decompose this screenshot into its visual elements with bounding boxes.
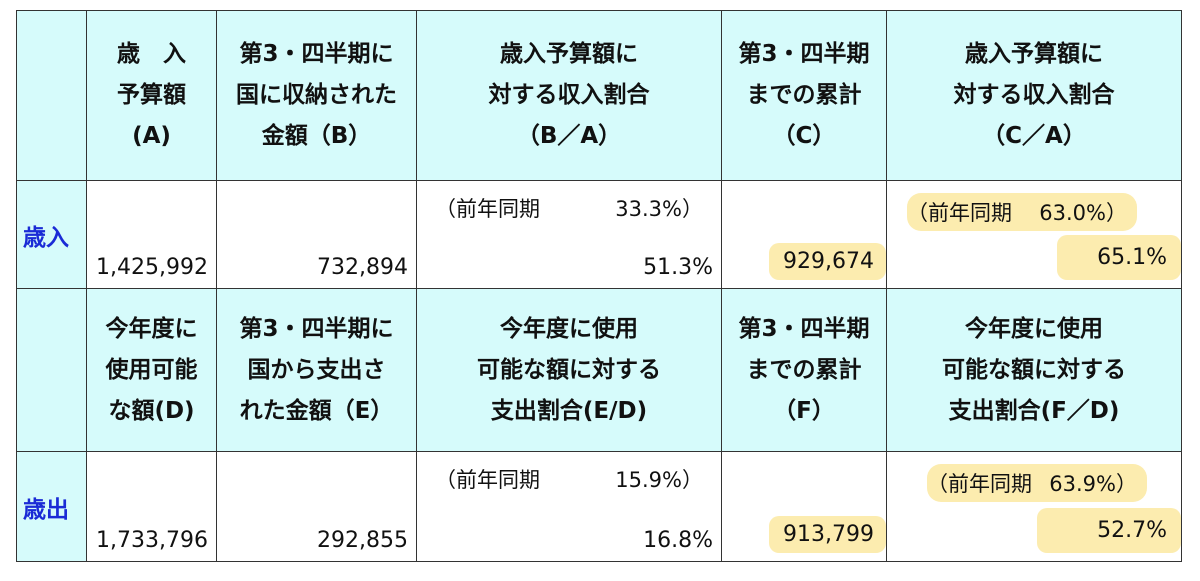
header-q3-paid-e: 第3・四半期に 国から支出さ れた金額（E） [216, 288, 417, 452]
header-expenditure-ratio-ed: 今年度に使用 可能な額に対する 支出割合(E/D) [416, 288, 722, 452]
header-q3-cumulative-f: 第3・四半期 までの累計 （F） [721, 288, 887, 452]
prev-year-note: （前年同期 33.3%） [435, 197, 703, 221]
row-label-expenditure: 歳出 [16, 451, 87, 562]
expenditure-ratio-fd: （前年同期 63.9%） 52.7% [886, 451, 1182, 562]
header-available-d: 今年度に 使用可能 な額(D) [86, 288, 217, 452]
corner-cell-2 [16, 288, 87, 452]
header-revenue-ratio-ca: 歳入予算額に 対する収入割合 （C／A） [886, 10, 1182, 181]
header-q3-cumulative-c: 第3・四半期 までの累計 （C） [721, 10, 887, 181]
row-label-revenue: 歳入 [16, 180, 87, 289]
header-q3-received: 第3・四半期に 国に収納された 金額（B） [216, 10, 417, 181]
expenditure-ratio-ed: （前年同期 15.9%） 16.8% [416, 451, 722, 562]
header-expenditure-ratio-fd: 今年度に使用 可能な額に対する 支出割合(F／D) [886, 288, 1182, 452]
prev-year-note: （前年同期 15.9%） [435, 468, 703, 492]
revenue-q3-b: 732,894 [216, 180, 417, 289]
corner-cell [16, 10, 87, 181]
revenue-ratio-ba: （前年同期 33.3%） 51.3% [416, 180, 722, 289]
budget-table: 歳 入 予算額 (A) 第3・四半期に 国に収納された 金額（B） 歳入予算額に… [16, 10, 1182, 562]
revenue-ratio-ca: （前年同期 63.0%） 65.1% [886, 180, 1182, 289]
prev-year-note-highlighted: （前年同期 63.0%） [907, 193, 1163, 231]
expenditure-available-d: 1,733,796 [86, 451, 217, 562]
revenue-cumulative-c: 929,674 [721, 180, 887, 289]
expenditure-q3-e: 292,855 [216, 451, 417, 562]
header-revenue-budget: 歳 入 予算額 (A) [86, 10, 217, 181]
prev-year-note-highlighted: （前年同期 63.9%） [927, 464, 1163, 502]
revenue-budget-a: 1,425,992 [86, 180, 217, 289]
expenditure-cumulative-f: 913,799 [721, 451, 887, 562]
header-revenue-ratio-ba: 歳入予算額に 対する収入割合 （B／A） [416, 10, 722, 181]
